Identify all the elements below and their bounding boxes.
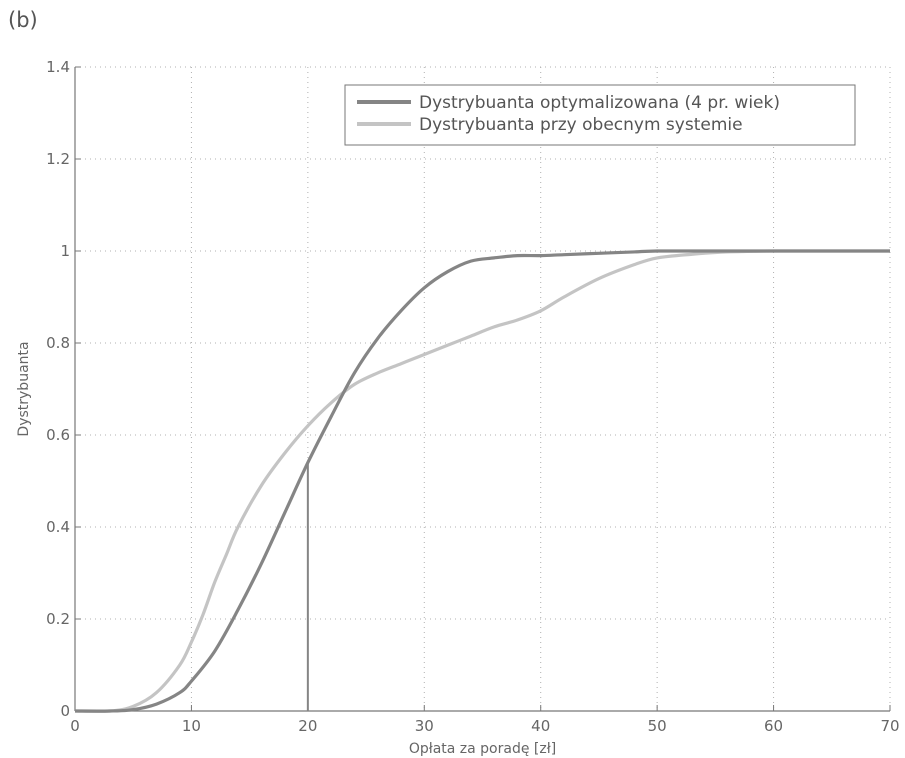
y-tick-label: 1 [60,242,70,260]
y-tick-label: 1.2 [46,150,70,168]
series-line-current [74,249,890,713]
y-tick-label: 0.8 [46,334,70,352]
legend: Dystrybuanta optymalizowana (4 pr. wiek)… [344,84,856,146]
y-axis-label: Dystrybuanta [16,341,32,436]
y-tick-label: 0.2 [46,610,70,628]
legend-entry-current: Dystrybuanta przy obecnym systemie [419,115,743,135]
x-tick-label: 20 [298,717,317,735]
legend-entry-optimized: Dystrybuanta optymalizowana (4 pr. wiek) [419,93,780,113]
x-axis-label: Opłata za poradę [zł] [409,741,556,757]
y-tick-label: 1.4 [46,58,70,76]
tick-labels: 0 10 20 30 40 50 60 70 0 0.2 0.4 0.6 0.8 1 1.2 1.4 [46,58,899,735]
panel-label: (b) [8,8,38,32]
plot-frame [74,66,891,712]
x-tick-label: 50 [648,717,667,735]
x-tick-label: 70 [880,717,899,735]
grid [75,66,891,711]
x-tick-label: 30 [415,717,434,735]
y-tick-label: 0.6 [46,426,70,444]
legend-box [344,84,856,146]
x-tick-label: 0 [70,717,80,735]
y-tick-label: 0 [60,702,70,720]
series-lines [74,249,890,713]
series-line-optimized [74,249,890,713]
x-tick-label: 40 [531,717,550,735]
x-tick-label: 60 [764,717,783,735]
y-tick-label: 0.4 [46,518,70,536]
x-tick-label: 10 [182,717,201,735]
